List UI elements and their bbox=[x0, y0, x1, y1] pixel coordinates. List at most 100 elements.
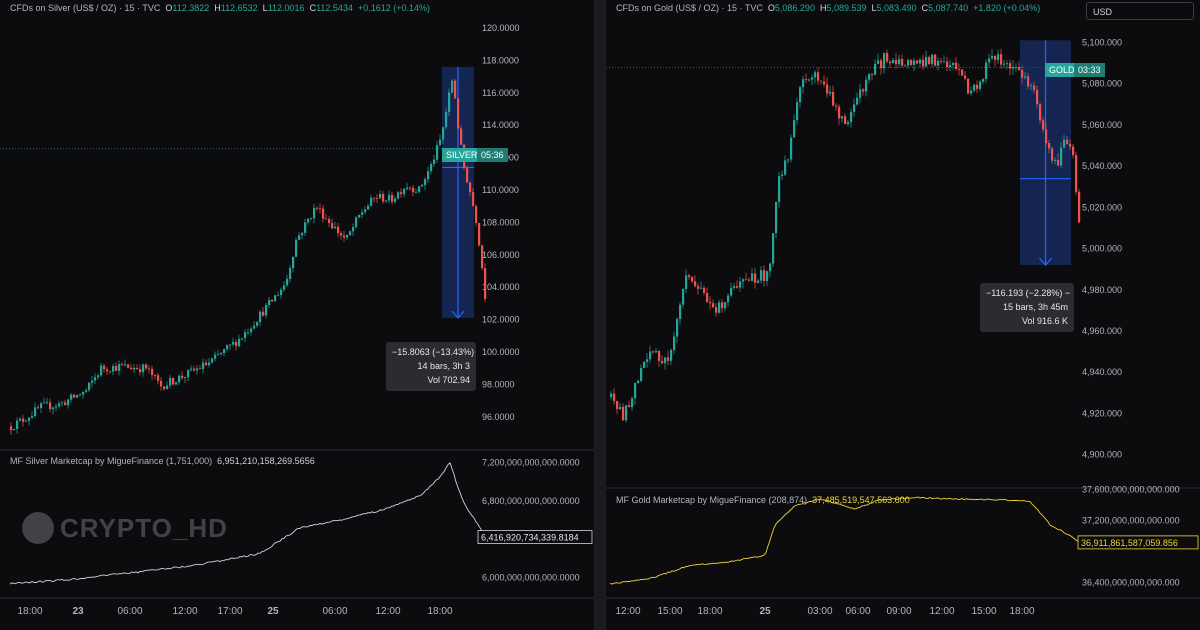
candle bbox=[955, 62, 958, 70]
candle bbox=[250, 328, 253, 333]
candle bbox=[451, 80, 454, 93]
silver-high: 112.6532 bbox=[220, 3, 258, 13]
candle bbox=[1066, 139, 1069, 144]
candle bbox=[343, 235, 346, 238]
gold-measure-bars: 15 bars, 3h 45m bbox=[1002, 302, 1068, 312]
candle bbox=[712, 303, 715, 308]
candle bbox=[436, 145, 439, 160]
candle bbox=[67, 399, 70, 406]
silver-chart-canvas[interactable]: 120.0000118.0000116.0000114.0000112.0000… bbox=[0, 0, 594, 630]
candle bbox=[628, 405, 631, 408]
candle bbox=[919, 59, 922, 64]
candle bbox=[295, 240, 298, 257]
candle bbox=[304, 222, 307, 233]
candle bbox=[742, 279, 745, 282]
candle bbox=[982, 79, 985, 82]
time-tick-label: 25 bbox=[759, 606, 771, 617]
time-tick-label: 06:00 bbox=[322, 606, 347, 617]
gold-title: CFDs on Gold (US$ / OZ) · 15 · TVC bbox=[616, 3, 763, 13]
gold-chart-canvas[interactable]: 5,100.000 5,080.000 5,060.000 5,040.000 5,02… bbox=[606, 0, 1200, 630]
candle bbox=[739, 281, 742, 288]
candle bbox=[994, 55, 997, 60]
candle bbox=[895, 59, 898, 65]
candle bbox=[460, 128, 463, 145]
candle bbox=[457, 98, 460, 129]
candle bbox=[400, 192, 403, 195]
candle bbox=[871, 73, 874, 75]
candle bbox=[763, 270, 766, 282]
price-tick-label: 4,960.000 bbox=[1082, 326, 1122, 336]
candle bbox=[730, 287, 733, 296]
candle bbox=[1033, 85, 1036, 90]
candle bbox=[706, 292, 709, 302]
candle bbox=[715, 307, 718, 313]
candle bbox=[328, 218, 331, 224]
candle bbox=[1042, 120, 1045, 130]
candle bbox=[76, 395, 79, 398]
candle bbox=[943, 61, 946, 63]
panel-divider[interactable] bbox=[594, 0, 606, 630]
gold-indicator-title: MF Gold Marketcap by MigueFinance (208,8… bbox=[616, 495, 808, 505]
candle bbox=[904, 65, 907, 67]
gold-close: 5,087.740 bbox=[928, 3, 969, 13]
silver-indicator-title: MF Silver Marketcap by MigueFinance (1,7… bbox=[10, 456, 213, 466]
candle bbox=[1009, 63, 1012, 69]
price-tick-label: 4,920.000 bbox=[1082, 408, 1122, 418]
currency-selector[interactable]: USD bbox=[1086, 2, 1194, 20]
candle bbox=[64, 402, 67, 406]
watermark-text: CRYPTO_HD bbox=[60, 512, 228, 543]
candle bbox=[49, 402, 52, 410]
candle bbox=[826, 84, 829, 94]
gold-symbol-tag: GOLD bbox=[1045, 63, 1079, 77]
candle bbox=[847, 122, 850, 125]
candle bbox=[154, 375, 157, 376]
candle bbox=[1012, 67, 1015, 69]
candle bbox=[472, 192, 475, 207]
candle bbox=[226, 345, 229, 350]
silver-measure-volume: Vol 702.94 bbox=[427, 375, 470, 385]
candle bbox=[814, 72, 817, 78]
candle bbox=[805, 79, 808, 81]
candle bbox=[82, 391, 85, 395]
candle bbox=[745, 279, 748, 281]
candle bbox=[811, 77, 814, 80]
gold-chart-panel[interactable]: 5,100.000 5,080.000 5,060.000 5,040.000 5,02… bbox=[606, 0, 1200, 630]
candle bbox=[103, 365, 106, 370]
silver-measure-tooltip: −15.8063 (−13.43%) 14 bars, 3h 3 Vol 702… bbox=[386, 342, 476, 391]
candle bbox=[1045, 129, 1048, 144]
candle bbox=[670, 349, 673, 361]
candle bbox=[421, 185, 424, 187]
price-tick-label: 120.0000 bbox=[482, 23, 520, 33]
silver-symbol-tag: SILVER bbox=[442, 148, 482, 162]
candle bbox=[70, 394, 73, 400]
candle bbox=[835, 105, 838, 107]
candle bbox=[367, 205, 370, 210]
candle bbox=[424, 179, 427, 186]
candle bbox=[646, 359, 649, 362]
silver-title: CFDs on Silver (US$ / OZ) · 15 · TVC bbox=[10, 3, 161, 13]
gold-open: 5,086.290 bbox=[774, 3, 815, 13]
candle bbox=[688, 275, 691, 278]
candle bbox=[649, 351, 652, 360]
candle bbox=[442, 127, 445, 140]
candle bbox=[415, 191, 418, 193]
candle bbox=[238, 339, 241, 346]
price-tick-label: 106.0000 bbox=[482, 250, 520, 260]
silver-indicator-header: MF Silver Marketcap by MigueFinance (1,7… bbox=[10, 456, 315, 466]
candle bbox=[58, 403, 61, 407]
price-tick-label: 4,940.000 bbox=[1082, 367, 1122, 377]
candle bbox=[106, 369, 109, 372]
candle bbox=[361, 212, 364, 215]
gold-high: 5,089.539 bbox=[826, 3, 867, 13]
candle bbox=[268, 300, 271, 306]
silver-countdown: 05:36 bbox=[477, 148, 508, 162]
candle bbox=[34, 407, 37, 417]
gold-indicator-value: 37,485,519,547,563.600 bbox=[812, 495, 910, 505]
price-tick-label: 104.0000 bbox=[482, 282, 520, 292]
candle bbox=[880, 60, 883, 69]
candle bbox=[931, 54, 934, 64]
candle bbox=[862, 89, 865, 92]
candle bbox=[697, 286, 700, 289]
candle bbox=[970, 90, 973, 94]
silver-chart-panel[interactable]: 120.0000118.0000116.0000114.0000112.0000… bbox=[0, 0, 594, 630]
